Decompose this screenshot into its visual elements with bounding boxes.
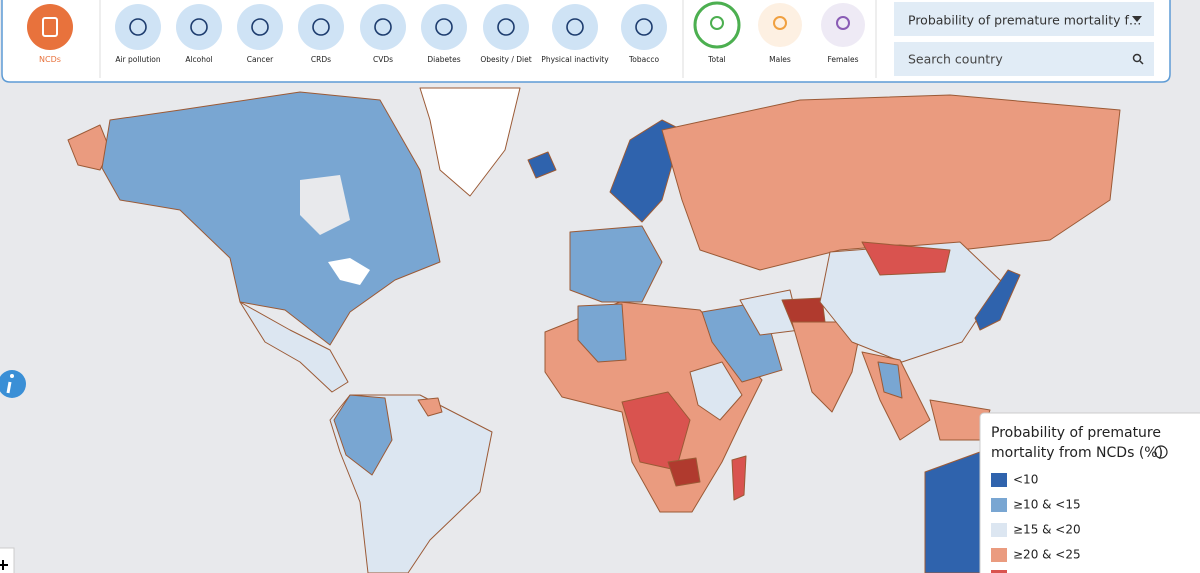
- legend-label: ≥10 & <15: [1013, 498, 1081, 512]
- legend-box: [979, 412, 1200, 573]
- country: [333, 394, 393, 476]
- legend-info[interactable]: [1154, 445, 1168, 459]
- risk-label: Diabetes: [427, 55, 460, 64]
- legend-label: ≥15 & <20: [1013, 523, 1081, 537]
- ncds-button[interactable]: NCDs: [27, 4, 73, 64]
- sex-icon[interactable]: [693, 1, 741, 49]
- search-icon: [1132, 53, 1142, 63]
- search[interactable]: Search country: [894, 42, 1154, 76]
- risk-icon[interactable]: [176, 4, 222, 50]
- icon-glyph: [497, 18, 515, 36]
- risk-label: Obesity / Diet: [480, 55, 531, 64]
- select-text: Probability of premature mortality f…: [908, 13, 1141, 28]
- search-placeholder: Search country: [908, 52, 1003, 67]
- sex-label: Males: [769, 55, 791, 64]
- legend-label: ≥20 & <25: [1013, 548, 1081, 562]
- icon-glyph: [635, 18, 653, 36]
- ncds-icon[interactable]: [27, 4, 73, 50]
- icon-glyph: [773, 16, 787, 30]
- country: [861, 241, 951, 276]
- icon-glyph: [374, 18, 392, 36]
- icon-glyph: [42, 17, 58, 37]
- risk-icon[interactable]: [360, 4, 406, 50]
- legend-swatch: [991, 548, 1007, 562]
- country: [819, 241, 1003, 363]
- search-icon: [1139, 60, 1144, 65]
- search-box[interactable]: [894, 42, 1154, 76]
- zoom-in[interactable]: [0, 547, 15, 573]
- sex-icon[interactable]: [821, 3, 865, 47]
- risk-label: CVDs: [373, 55, 393, 64]
- icon-glyph: [435, 18, 453, 36]
- risk-factor-buttons: Air pollution Alcohol Cancer CRDs CVDs Diabet…: [115, 4, 667, 64]
- legend-title: Probability of premature: [991, 425, 1161, 441]
- sex-buttons: Total Males Females: [693, 1, 865, 64]
- legend-items: <10 ≥10 & <15 ≥15 & <20 ≥20 & <25: [991, 473, 1081, 562]
- country: [731, 455, 747, 501]
- info-button[interactable]: [0, 370, 26, 398]
- country: [667, 457, 701, 487]
- risk-label: Air pollution: [115, 55, 161, 64]
- risk-label: Alcohol: [185, 55, 212, 64]
- country: [924, 451, 986, 573]
- lakes: [328, 258, 370, 285]
- legend-swatch: [991, 473, 1007, 487]
- select-box[interactable]: [894, 2, 1154, 36]
- info-dot: [10, 374, 14, 378]
- country: [974, 269, 1021, 331]
- risk-icon[interactable]: [298, 4, 344, 50]
- icon-glyph: [566, 18, 584, 36]
- risk-icon[interactable]: [115, 4, 161, 50]
- legend-title: mortality from NCDs (%): [991, 445, 1163, 461]
- country: [527, 151, 557, 179]
- legend-swatch: [991, 570, 1007, 573]
- risk-icon[interactable]: [421, 4, 467, 50]
- icon-glyph: [129, 18, 147, 36]
- country: [419, 87, 521, 197]
- legend: Probability of premature mortality from …: [979, 412, 1200, 573]
- country: [239, 301, 349, 393]
- bay: [300, 175, 350, 235]
- risk-label: Cancer: [247, 55, 274, 64]
- legend-swatch: [991, 523, 1007, 537]
- country: [417, 397, 443, 417]
- risk-icon[interactable]: [621, 4, 667, 50]
- sex-icon[interactable]: [758, 3, 802, 47]
- risk-icon[interactable]: [237, 4, 283, 50]
- sex-label: Females: [827, 55, 858, 64]
- icon-glyph: [190, 18, 208, 36]
- icon-glyph: [836, 16, 850, 30]
- caret: [1132, 16, 1142, 22]
- icon-glyph: [710, 16, 724, 30]
- risk-icon[interactable]: [483, 4, 529, 50]
- risk-icon[interactable]: [552, 4, 598, 50]
- risk-label: Tobacco: [628, 55, 659, 64]
- indicator-select[interactable]: Probability of premature mortality f…: [894, 2, 1154, 36]
- legend-label: <10: [1013, 473, 1038, 487]
- sex-label: Total: [707, 55, 726, 64]
- country: [689, 361, 743, 421]
- ncds-label: NCDs: [39, 55, 61, 64]
- risk-label: Physical inactivity: [541, 55, 609, 64]
- risk-label: CRDs: [311, 55, 331, 64]
- country: [577, 303, 627, 363]
- icon-glyph: [312, 18, 330, 36]
- legend-swatch: [991, 498, 1007, 512]
- country: [569, 225, 663, 303]
- info-glyph: [6, 381, 12, 394]
- map: [67, 87, 1121, 573]
- country: [877, 361, 903, 399]
- info-icon[interactable]: [0, 370, 26, 398]
- country: [621, 391, 691, 471]
- icon-glyph: [251, 18, 269, 36]
